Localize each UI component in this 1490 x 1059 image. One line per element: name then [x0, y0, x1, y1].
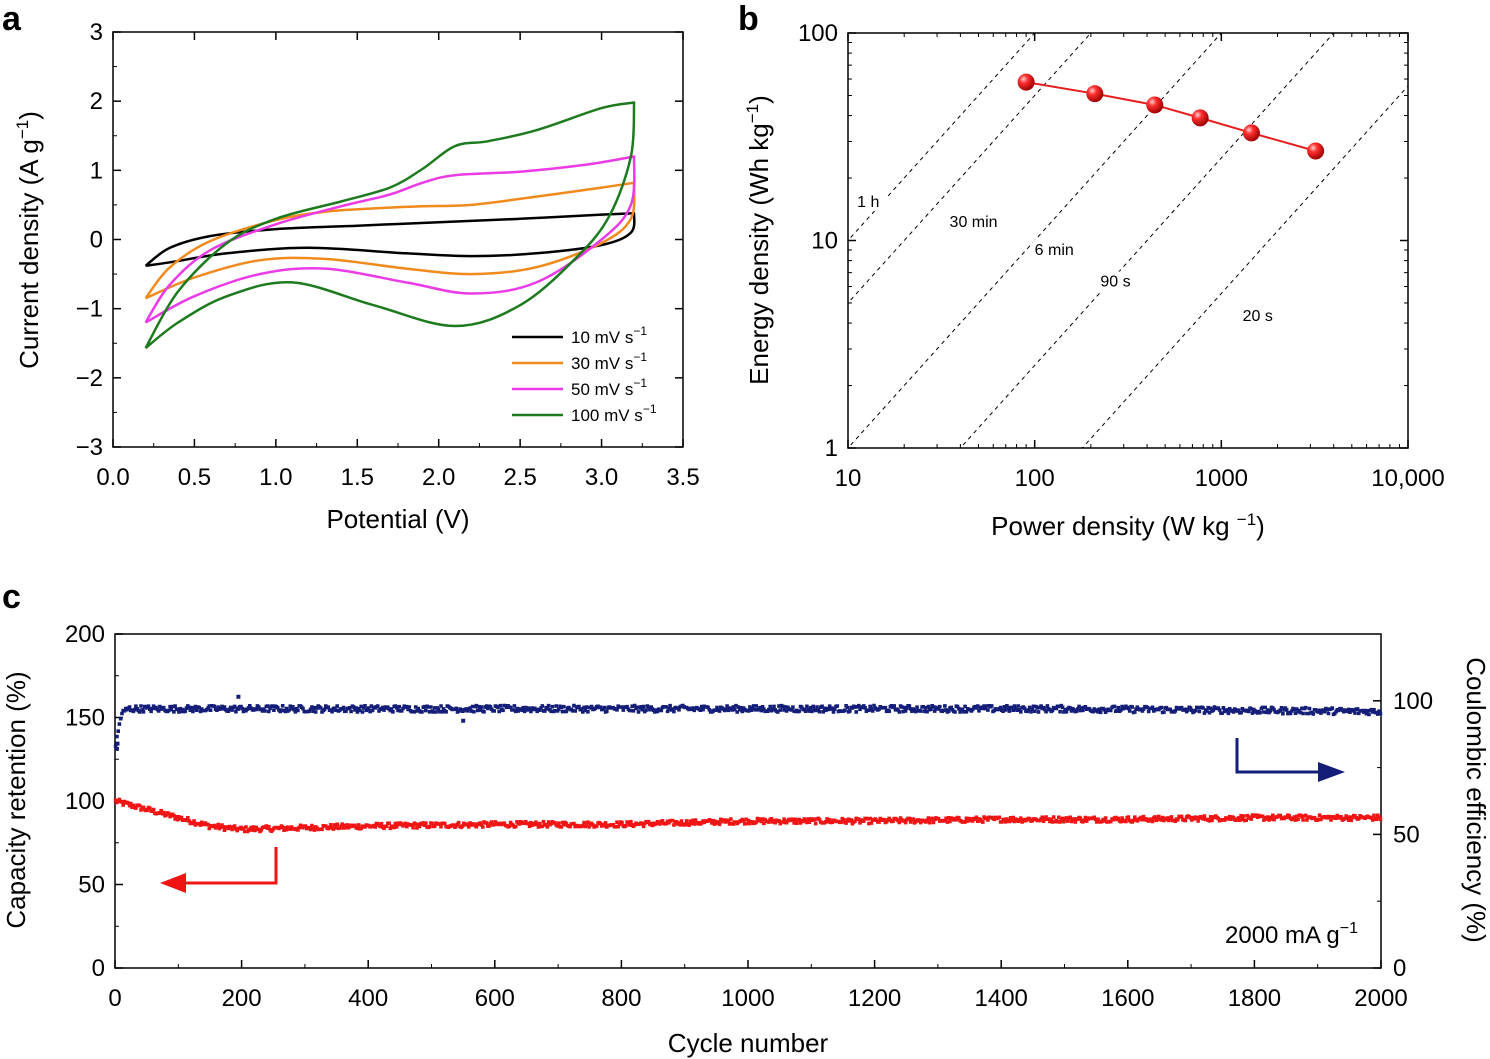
- chart-c-annotation: 2000 mA g−1: [1225, 920, 1358, 949]
- chart-b-ylabel: Energy density (Wh kg−1): [743, 95, 774, 385]
- chart-c-xtick-label: 1200: [848, 985, 901, 1012]
- arrow-right-axis: [1235, 738, 1345, 782]
- legend-label: 50 mV s−1: [571, 376, 647, 399]
- panel-label-a: a: [2, 0, 22, 38]
- iso-time-label: 6 min: [1035, 242, 1074, 259]
- chart-c-xlabel: Cycle number: [668, 1028, 829, 1058]
- chart-a-ytick-label: 0: [90, 227, 103, 254]
- iso-time-label: 1 h: [857, 194, 879, 211]
- ragone-point: [1242, 124, 1260, 142]
- chart-c-ytick-left-label: 150: [65, 705, 105, 732]
- chart-c-ytick-right-label: 0: [1393, 955, 1406, 982]
- ragone-point: [1086, 85, 1104, 103]
- chart-a-ylabel: Current density (A g−1): [13, 111, 44, 369]
- chart-c-xtick-label: 1800: [1228, 985, 1281, 1012]
- ragone-point: [1146, 96, 1164, 114]
- chart-a-ytick-label: −2: [76, 365, 103, 392]
- coulombic-efficiency-points: [113, 694, 1383, 751]
- chart-b-xtick-label: 1000: [1195, 465, 1248, 492]
- chart-c-xtick-label: 1000: [721, 985, 774, 1012]
- ragone-point: [1017, 73, 1035, 91]
- chart-c-xtick-label: 1400: [975, 985, 1028, 1012]
- chart-c: 0 200 400 600 800 1000 1200 1400 1600 1800 2000050…: [1, 621, 1490, 1058]
- ragone-point: [1307, 142, 1325, 160]
- iso-label-bg: [1098, 271, 1141, 291]
- chart-c-ytick-right-label: 100: [1393, 688, 1433, 715]
- chart-c-ytick-right-label: 50: [1393, 821, 1420, 848]
- chart-a-xtick-label: 0.5: [178, 464, 211, 491]
- cv-curve: [144, 155, 636, 324]
- iso-label-bg: [1032, 240, 1085, 260]
- iso-time-line: [848, 33, 1092, 304]
- iso-time-label: 20 s: [1243, 308, 1273, 325]
- chart-c-xtick-label: 400: [348, 985, 388, 1012]
- iso-time-line: [1081, 85, 1408, 448]
- chart-c-xtick-label: 600: [475, 985, 515, 1012]
- chart-c-xtick-label: 0: [108, 985, 121, 1012]
- legend-label: 100 mV s−1: [571, 402, 657, 425]
- chart-c-ytick-left-label: 100: [65, 788, 105, 815]
- legend-label: 30 mV s−1: [571, 350, 647, 373]
- cv-curve: [144, 181, 636, 300]
- chart-b-xtick-label: 100: [1015, 465, 1055, 492]
- iso-time-label: 30 min: [950, 214, 998, 231]
- iso-label-bg: [855, 192, 888, 212]
- chart-b-ytick-label: 1: [825, 435, 838, 462]
- panel-label-b: b: [738, 0, 759, 38]
- chart-c-frame: [114, 633, 1382, 969]
- chart-c-ytick-left-label: 0: [92, 955, 105, 982]
- chart-c-xtick-label: 1600: [1101, 985, 1154, 1012]
- arrow-left-axis: [160, 847, 278, 893]
- chart-b-ytick-label: 100: [798, 20, 838, 47]
- chart-b-xlabel: Power density (W kg −1): [991, 510, 1265, 541]
- chart-a-xtick-label: 2.0: [422, 464, 455, 491]
- chart-c-xtick-label: 200: [222, 985, 262, 1012]
- chart-a-ytick-label: −3: [76, 434, 103, 461]
- chart-b-xtick-label: 10: [835, 465, 862, 492]
- ragone-point: [1191, 109, 1209, 127]
- chart-a: 0.0 0.5 1.0 1.5 2.0 2.5 3.0 3.5 3 2 1 0 −1 −2 −3 10 mV…: [13, 19, 700, 534]
- chart-c-ytick-left-label: 50: [78, 872, 105, 899]
- iso-label-bg: [947, 212, 1009, 232]
- chart-b-frame: [847, 32, 1409, 449]
- iso-time-label: 90 s: [1100, 274, 1130, 291]
- chart-c-xtick-label: 800: [601, 985, 641, 1012]
- chart-c-ylabel-left: Capacity retention (%): [1, 671, 31, 928]
- chart-a-ytick-label: 3: [90, 19, 103, 46]
- cv-curve: [144, 211, 636, 268]
- chart-a-xtick-label: 2.5: [503, 464, 536, 491]
- chart-a-ytick-label: 2: [90, 88, 103, 115]
- chart-c-xtick-label: 2000: [1354, 985, 1407, 1012]
- cv-curve: [144, 101, 636, 350]
- chart-a-ytick-label: −1: [76, 296, 103, 323]
- panel-label-c: c: [2, 578, 21, 616]
- chart-a-xtick-label: 3.5: [666, 464, 699, 491]
- chart-b-xtick-label: 10,000: [1371, 465, 1444, 492]
- iso-time-line: [848, 33, 1036, 242]
- chart-c-ytick-left-label: 200: [65, 621, 105, 648]
- chart-b: 10 100 1000 10,000 1 10 100 1 h 30 min 6 min 90 s 2…: [743, 20, 1445, 541]
- chart-a-ytick-label: 1: [90, 157, 103, 184]
- chart-b-ytick-label: 10: [811, 228, 838, 255]
- chart-a-xtick-label: 1.5: [341, 464, 374, 491]
- iso-time-line: [848, 33, 1223, 448]
- chart-a-xtick-label: 3.0: [585, 464, 618, 491]
- capacity-retention-points: [113, 797, 1383, 834]
- chart-a-xtick-label: 0.0: [96, 464, 129, 491]
- ragone-line: [1025, 81, 1316, 152]
- chart-a-xtick-label: 1.0: [259, 464, 292, 491]
- legend-label: 10 mV s−1: [571, 324, 647, 347]
- iso-label-bg: [1240, 305, 1283, 325]
- chart-a-xlabel: Potential (V): [326, 504, 469, 534]
- chart-c-ylabel-right: Coulombic efficiency (%): [1461, 657, 1490, 943]
